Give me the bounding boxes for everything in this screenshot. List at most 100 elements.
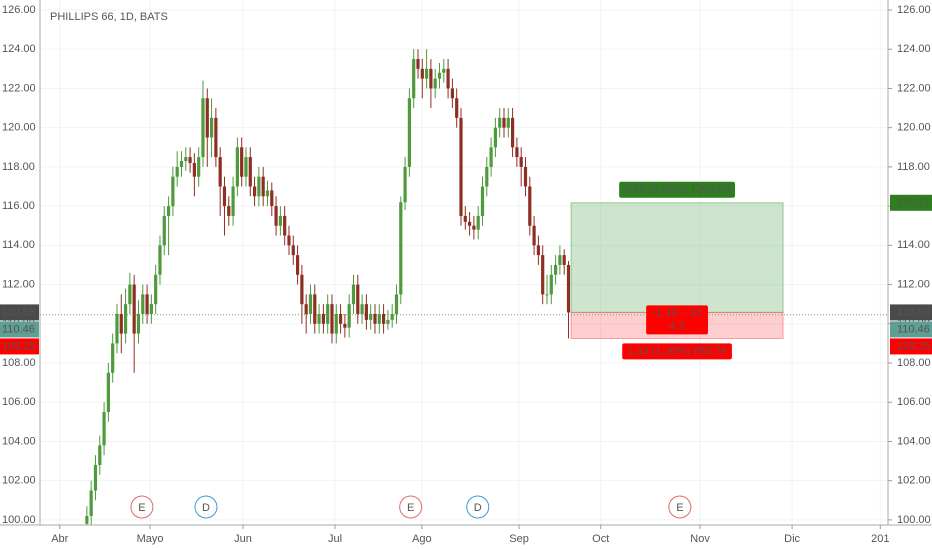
price-label-box: [890, 338, 932, 355]
candle-body: [360, 304, 364, 314]
info-line: -1.33 ~ 37: [652, 307, 702, 319]
candle-body: [519, 157, 523, 167]
price-label: 110.46: [897, 323, 930, 335]
candle-body: [106, 372, 110, 413]
y-tick-label-left: 126.00: [2, 4, 36, 16]
candle-body: [321, 313, 325, 324]
candle-body: [334, 313, 338, 334]
candle-body: [145, 294, 149, 314]
candle-body: [347, 304, 351, 328]
candle-body: [433, 78, 437, 89]
candle-body: [562, 255, 566, 265]
candle-body: [442, 68, 446, 73]
candle-body: [412, 59, 416, 99]
price-label-left: 109.25: [2, 340, 36, 352]
candle-body: [128, 284, 132, 305]
candle-body: [132, 284, 136, 334]
candle-body: [326, 304, 330, 324]
info-box: [646, 305, 708, 335]
x-tick-label: Oct: [592, 533, 609, 545]
event-marker: [130, 495, 154, 519]
price-label: 109.25: [897, 340, 931, 352]
y-tick-label: 114.00: [897, 239, 930, 251]
y-tick-label: 102.00: [897, 475, 931, 487]
candle-body: [394, 294, 399, 314]
candle-body: [455, 98, 459, 118]
candle-body: [291, 245, 295, 256]
candle-body: [184, 157, 188, 162]
stop-label: 1.33 (1.20%) 950.79: [627, 345, 727, 357]
candle-body: [278, 215, 282, 226]
candle-body: [317, 313, 321, 324]
candle-body: [222, 186, 227, 207]
y-tick-label-left: 112.00: [2, 278, 35, 290]
candle-body: [338, 313, 343, 324]
candle-body: [446, 68, 450, 89]
candle-body: [545, 294, 549, 296]
candle-body: [459, 117, 463, 216]
stop-label-box: [622, 343, 732, 360]
candle-body: [424, 68, 429, 79]
chart-title: PHILLIPS 66, 1D, BATS: [50, 11, 168, 23]
candle-body: [287, 235, 291, 246]
candle-body: [261, 176, 265, 197]
candle-body: [390, 313, 394, 320]
candle-body: [85, 515, 89, 524]
candle-body: [209, 117, 214, 138]
price-label-box: [890, 321, 932, 338]
candle-body: [218, 157, 222, 187]
y-tick-label: 108.00: [897, 357, 931, 369]
candle-body: [472, 225, 476, 230]
candle-body: [158, 245, 162, 275]
event-label: E: [676, 502, 683, 514]
candle-body: [265, 190, 270, 197]
price-label: 116.17: [897, 197, 930, 209]
candle-body: [304, 304, 308, 314]
candle-body: [493, 127, 497, 148]
candle-body: [93, 464, 98, 491]
x-tick-label: 201: [871, 533, 889, 545]
candle-body: [149, 304, 153, 314]
candle-body: [136, 313, 141, 334]
candle-body: [201, 98, 205, 158]
candle-body: [231, 186, 235, 216]
candle-body: [119, 313, 123, 334]
candle-body: [437, 72, 442, 79]
candle-body: [351, 284, 356, 305]
event-marker: [399, 495, 423, 519]
candle-body: [429, 68, 433, 89]
y-tick-label-left: 108.00: [2, 357, 36, 369]
y-tick-label-left: 104.00: [2, 435, 36, 447]
candle-body: [235, 147, 239, 187]
candle-body: [558, 255, 562, 265]
candle-body: [188, 157, 192, 163]
candle-body: [343, 323, 347, 328]
y-tick-label-left: 116.00: [2, 200, 35, 212]
candle-body: [386, 319, 390, 324]
candle-body: [528, 186, 532, 226]
candle-body: [369, 313, 373, 320]
candle-body: [295, 255, 300, 275]
y-tick-label-left: 120.00: [2, 122, 36, 134]
candle-body: [502, 117, 506, 128]
candle-body: [463, 215, 467, 222]
y-tick-label-left: 100.00: [2, 514, 36, 526]
plot-area: [40, 0, 888, 525]
candle-body: [523, 166, 528, 187]
event-label: D: [474, 502, 482, 514]
candle-body: [515, 147, 519, 158]
event-marker: [466, 495, 490, 519]
candle-body: [553, 264, 558, 275]
price-label-left: 110.46: [2, 323, 35, 335]
x-tick-label: Abr: [51, 533, 68, 545]
candle-body: [197, 157, 201, 177]
candle-body: [381, 313, 386, 324]
info-line: 4.2: [669, 320, 684, 332]
event-label: E: [407, 502, 414, 514]
y-tick-label-left: 102.00: [2, 475, 36, 487]
candle-body: [506, 117, 510, 128]
x-tick-label: Mayo: [137, 533, 164, 545]
candle-body: [141, 294, 145, 314]
candle-body: [476, 215, 480, 230]
